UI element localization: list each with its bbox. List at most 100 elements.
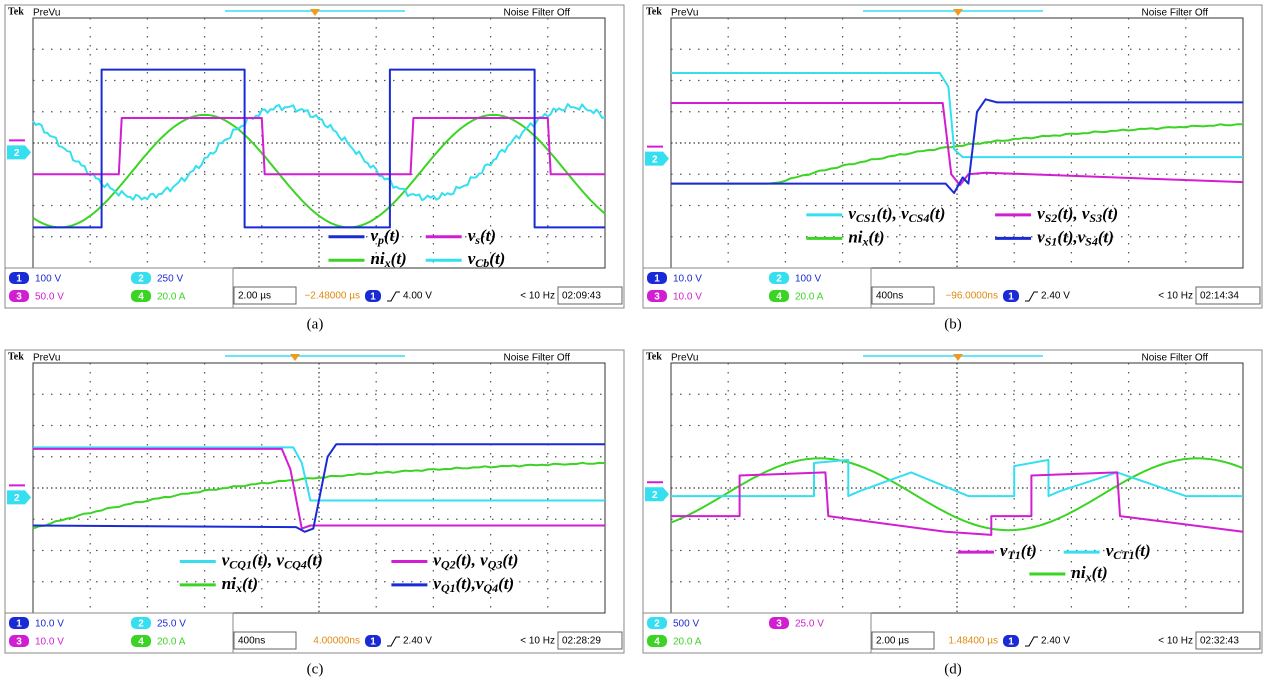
position: 1.48400 µs xyxy=(948,636,998,647)
legend-text: S4 xyxy=(1085,234,1098,248)
legend-text: (t) xyxy=(307,550,323,569)
trigger-channel: 1 xyxy=(1008,637,1014,648)
frequency: < 10 Hz xyxy=(1158,636,1193,647)
legend-text: x xyxy=(235,581,242,595)
legend-text: (t) xyxy=(1135,541,1151,560)
legend-text: (t) xyxy=(242,574,258,593)
channel-marker-label: 2 xyxy=(14,148,20,159)
legend-text: Q1 xyxy=(441,581,456,595)
trigger-level: 2.40 V xyxy=(1041,291,1070,302)
mode: PreVu xyxy=(671,353,698,364)
brand: Tek xyxy=(646,351,662,362)
position: −96.0000ns xyxy=(945,291,998,302)
channel-scale: 20.0 A xyxy=(673,637,702,648)
channel-id: 1 xyxy=(16,619,22,630)
channel-scale: 20.0 A xyxy=(157,637,186,648)
channel-id: 4 xyxy=(654,637,660,648)
noise-filter: Noise Filter Off xyxy=(1142,353,1209,364)
caption: (b) xyxy=(944,316,962,332)
position: 4.00000ns xyxy=(313,636,360,647)
timebase: 2.00 µs xyxy=(238,291,271,302)
legend-text: (t) xyxy=(1098,227,1114,246)
legend-text: CS4 xyxy=(909,211,930,225)
caption: (d) xyxy=(944,661,962,677)
legend-text: ni xyxy=(370,249,384,268)
legend-text: CQ4 xyxy=(284,557,307,571)
channel-marker-label: 2 xyxy=(652,154,658,165)
channel-scale: 25.0 V xyxy=(795,619,824,630)
legend-text: (t), v xyxy=(252,550,285,569)
legend-text: (t) xyxy=(929,204,945,223)
legend-text: S2 xyxy=(1045,211,1058,225)
scope-screen: TekPreVuNoise Filter Off2vp(t)vs(t)nix(t… xyxy=(5,5,624,308)
clock: 02:32:43 xyxy=(1200,636,1239,647)
channel-scale: 25.0 V xyxy=(157,619,186,630)
legend-text: Q2 xyxy=(441,557,456,571)
legend-text: (t) xyxy=(498,574,514,593)
legend-text: (t) xyxy=(1021,541,1037,560)
clock: 02:09:43 xyxy=(562,291,601,302)
legend-text: (t) xyxy=(869,227,885,246)
channel-scale: 250 V xyxy=(157,274,183,285)
channel-scale: 10.0 V xyxy=(35,619,64,630)
brand: Tek xyxy=(8,6,24,17)
trigger-level: 2.40 V xyxy=(403,636,432,647)
legend-text: CT1 xyxy=(1113,548,1134,562)
channel-scale: 10.0 V xyxy=(673,292,702,303)
channel-id: 2 xyxy=(654,619,660,630)
legend-text: T1 xyxy=(1007,548,1020,562)
frequency: < 10 Hz xyxy=(520,291,555,302)
frequency: < 10 Hz xyxy=(520,636,555,647)
channel-id: 3 xyxy=(776,619,782,630)
legend-text: (t) xyxy=(489,249,505,268)
clock: 02:14:34 xyxy=(1200,291,1239,302)
legend-text: p xyxy=(377,233,384,247)
channel-id: 1 xyxy=(654,274,660,285)
mode: PreVu xyxy=(33,8,60,19)
mode: PreVu xyxy=(33,353,60,364)
legend-text: ni xyxy=(1071,563,1085,582)
legend-text: x xyxy=(862,234,869,248)
legend-text: (t), v xyxy=(877,204,910,223)
caption: (c) xyxy=(307,661,324,677)
channel-scale: 10.0 V xyxy=(673,274,702,285)
legend-label: vp(t) xyxy=(370,226,400,247)
legend-text: (t),v xyxy=(1057,227,1085,246)
legend-label: vs(t) xyxy=(468,226,496,247)
legend-text: x xyxy=(384,256,391,270)
legend-text: (t) xyxy=(391,249,407,268)
channel-marker-label: 2 xyxy=(14,493,20,504)
channel-id: 4 xyxy=(776,292,782,303)
legend-text: Q3 xyxy=(488,557,503,571)
brand: Tek xyxy=(8,351,24,362)
frequency: < 10 Hz xyxy=(1158,291,1193,302)
channel-scale: 20.0 A xyxy=(795,292,824,303)
timebase: 400ns xyxy=(238,636,265,647)
position: −2.48000 µs xyxy=(304,291,360,302)
trigger-channel: 1 xyxy=(370,292,376,303)
noise-filter: Noise Filter Off xyxy=(504,353,571,364)
legend-text: (t), v xyxy=(1057,204,1090,223)
mode: PreVu xyxy=(671,8,698,19)
legend-text: (t) xyxy=(502,550,518,569)
figure: TekPreVuNoise Filter Off2vp(t)vs(t)nix(t… xyxy=(0,0,1264,691)
trigger-channel: 1 xyxy=(1008,292,1014,303)
channel-id: 3 xyxy=(654,292,660,303)
channel-scale: 100 V xyxy=(35,274,61,285)
channel-scale: 10.0 V xyxy=(35,637,64,648)
legend-text: (t) xyxy=(1102,204,1118,223)
legend-text: (t),v xyxy=(456,574,484,593)
channel-id: 2 xyxy=(138,619,144,630)
legend-text: (t) xyxy=(480,226,496,245)
channel-scale: 50.0 V xyxy=(35,292,64,303)
trigger-level: 4.00 V xyxy=(403,291,432,302)
clock: 02:28:29 xyxy=(562,636,601,647)
channel-marker-label: 2 xyxy=(652,490,658,501)
timebase: 400ns xyxy=(876,291,903,302)
channel-id: 3 xyxy=(16,292,22,303)
legend-text: S3 xyxy=(1089,211,1102,225)
noise-filter: Noise Filter Off xyxy=(1142,8,1209,19)
legend-text: x xyxy=(1085,570,1092,584)
